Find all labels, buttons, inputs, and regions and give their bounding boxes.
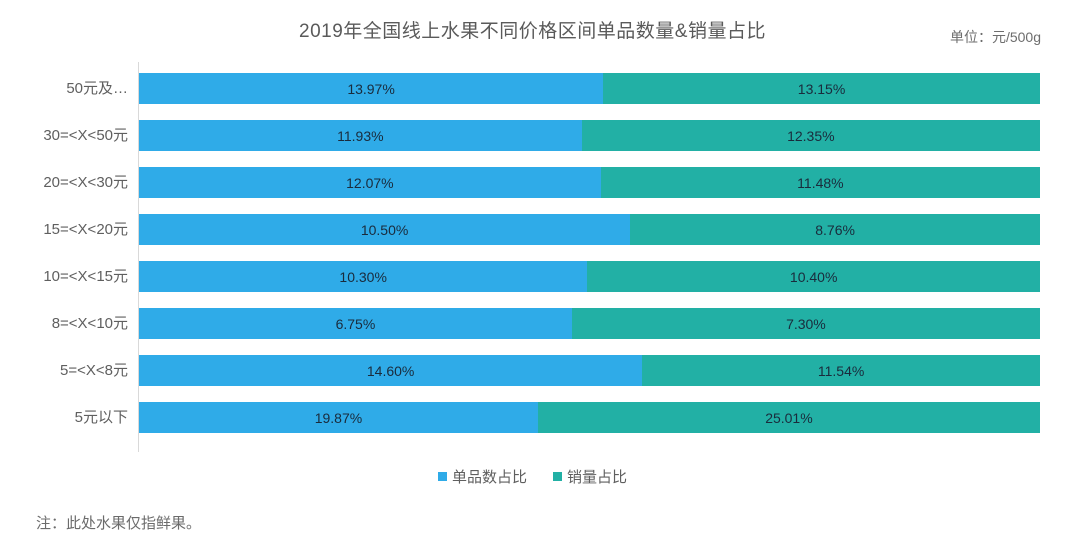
y-axis-line: [138, 62, 139, 452]
legend-label-series-a: 单品数占比: [451, 469, 527, 486]
legend-item-series-b[interactable]: 销量占比: [553, 466, 627, 487]
bar-segment-series-a[interactable]: 11.93%: [139, 120, 582, 151]
chart-bar-row: 8=<X<10元 6.75% 7.30%: [52, 308, 1040, 339]
plot-area: 50元及… 13.97% 13.15% 30=<X<50元 11.93% 12.35% 20…: [43, 62, 1040, 452]
chart-bar-row: 5=<X<8元 14.60% 11.54%: [60, 355, 1040, 386]
bar-segment-series-b[interactable]: 25.01%: [537, 402, 1040, 433]
bar-segment-series-b[interactable]: 11.54%: [642, 355, 1040, 386]
bar-segment-series-b[interactable]: 11.48%: [600, 167, 1040, 198]
bar-segment-series-b[interactable]: 8.76%: [630, 214, 1040, 245]
category-label: 50元及…: [66, 80, 128, 97]
category-label: 15=<X<20元: [43, 221, 128, 238]
category-label: 8=<X<10元: [51, 315, 128, 332]
bar-segment-series-a[interactable]: 12.07%: [139, 167, 601, 198]
unit-label: 单位：元/500g: [949, 29, 1041, 45]
chart-bar-row: 30=<X<50元 11.93% 12.35%: [43, 120, 1040, 151]
chart-bar-row: 5元以下 19.87% 25.01%: [75, 402, 1040, 433]
chart-bar-row: 50元及… 13.97% 13.15%: [66, 73, 1040, 104]
bar-segment-series-b[interactable]: 7.30%: [571, 308, 1040, 339]
category-label: 20=<X<30元: [43, 174, 128, 191]
chart-bar-row: 15=<X<20元 10.50% 8.76%: [43, 214, 1040, 245]
legend-item-series-a[interactable]: 单品数占比: [437, 466, 527, 487]
bar-segment-series-a[interactable]: 13.97%: [139, 73, 604, 104]
chart-bar-row: 10=<X<15元 10.30% 10.40%: [43, 261, 1040, 292]
category-label: 10=<X<15元: [43, 268, 128, 285]
category-label: 5=<X<8元: [60, 362, 128, 379]
category-label: 30=<X<50元: [43, 127, 128, 144]
bar-segment-series-b[interactable]: 12.35%: [581, 120, 1040, 151]
chart-bar-row: 20=<X<30元 12.07% 11.48%: [43, 167, 1040, 198]
legend-swatch-icon: [553, 472, 562, 481]
bar-segment-series-a[interactable]: 19.87%: [139, 402, 538, 433]
category-label: 5元以下: [74, 409, 128, 426]
chart-legend: 单品数占比 销量占比: [0, 466, 1065, 487]
chart-footnote: 注：此处水果仅指鲜果。: [36, 515, 202, 532]
bar-segment-series-a[interactable]: 10.30%: [139, 261, 588, 292]
bar-segment-series-a[interactable]: 14.60%: [139, 355, 643, 386]
chart-title: 2019年全国线上水果不同价格区间单品数量&销量占比: [299, 21, 766, 42]
bar-segment-series-b[interactable]: 13.15%: [603, 73, 1040, 104]
legend-swatch-icon: [437, 472, 447, 481]
bar-segment-series-a[interactable]: 10.50%: [139, 214, 631, 245]
legend-label-series-b: 销量占比: [567, 469, 628, 486]
bar-segment-series-b[interactable]: 10.40%: [587, 261, 1040, 292]
bar-segment-series-a[interactable]: 6.75%: [139, 308, 572, 339]
